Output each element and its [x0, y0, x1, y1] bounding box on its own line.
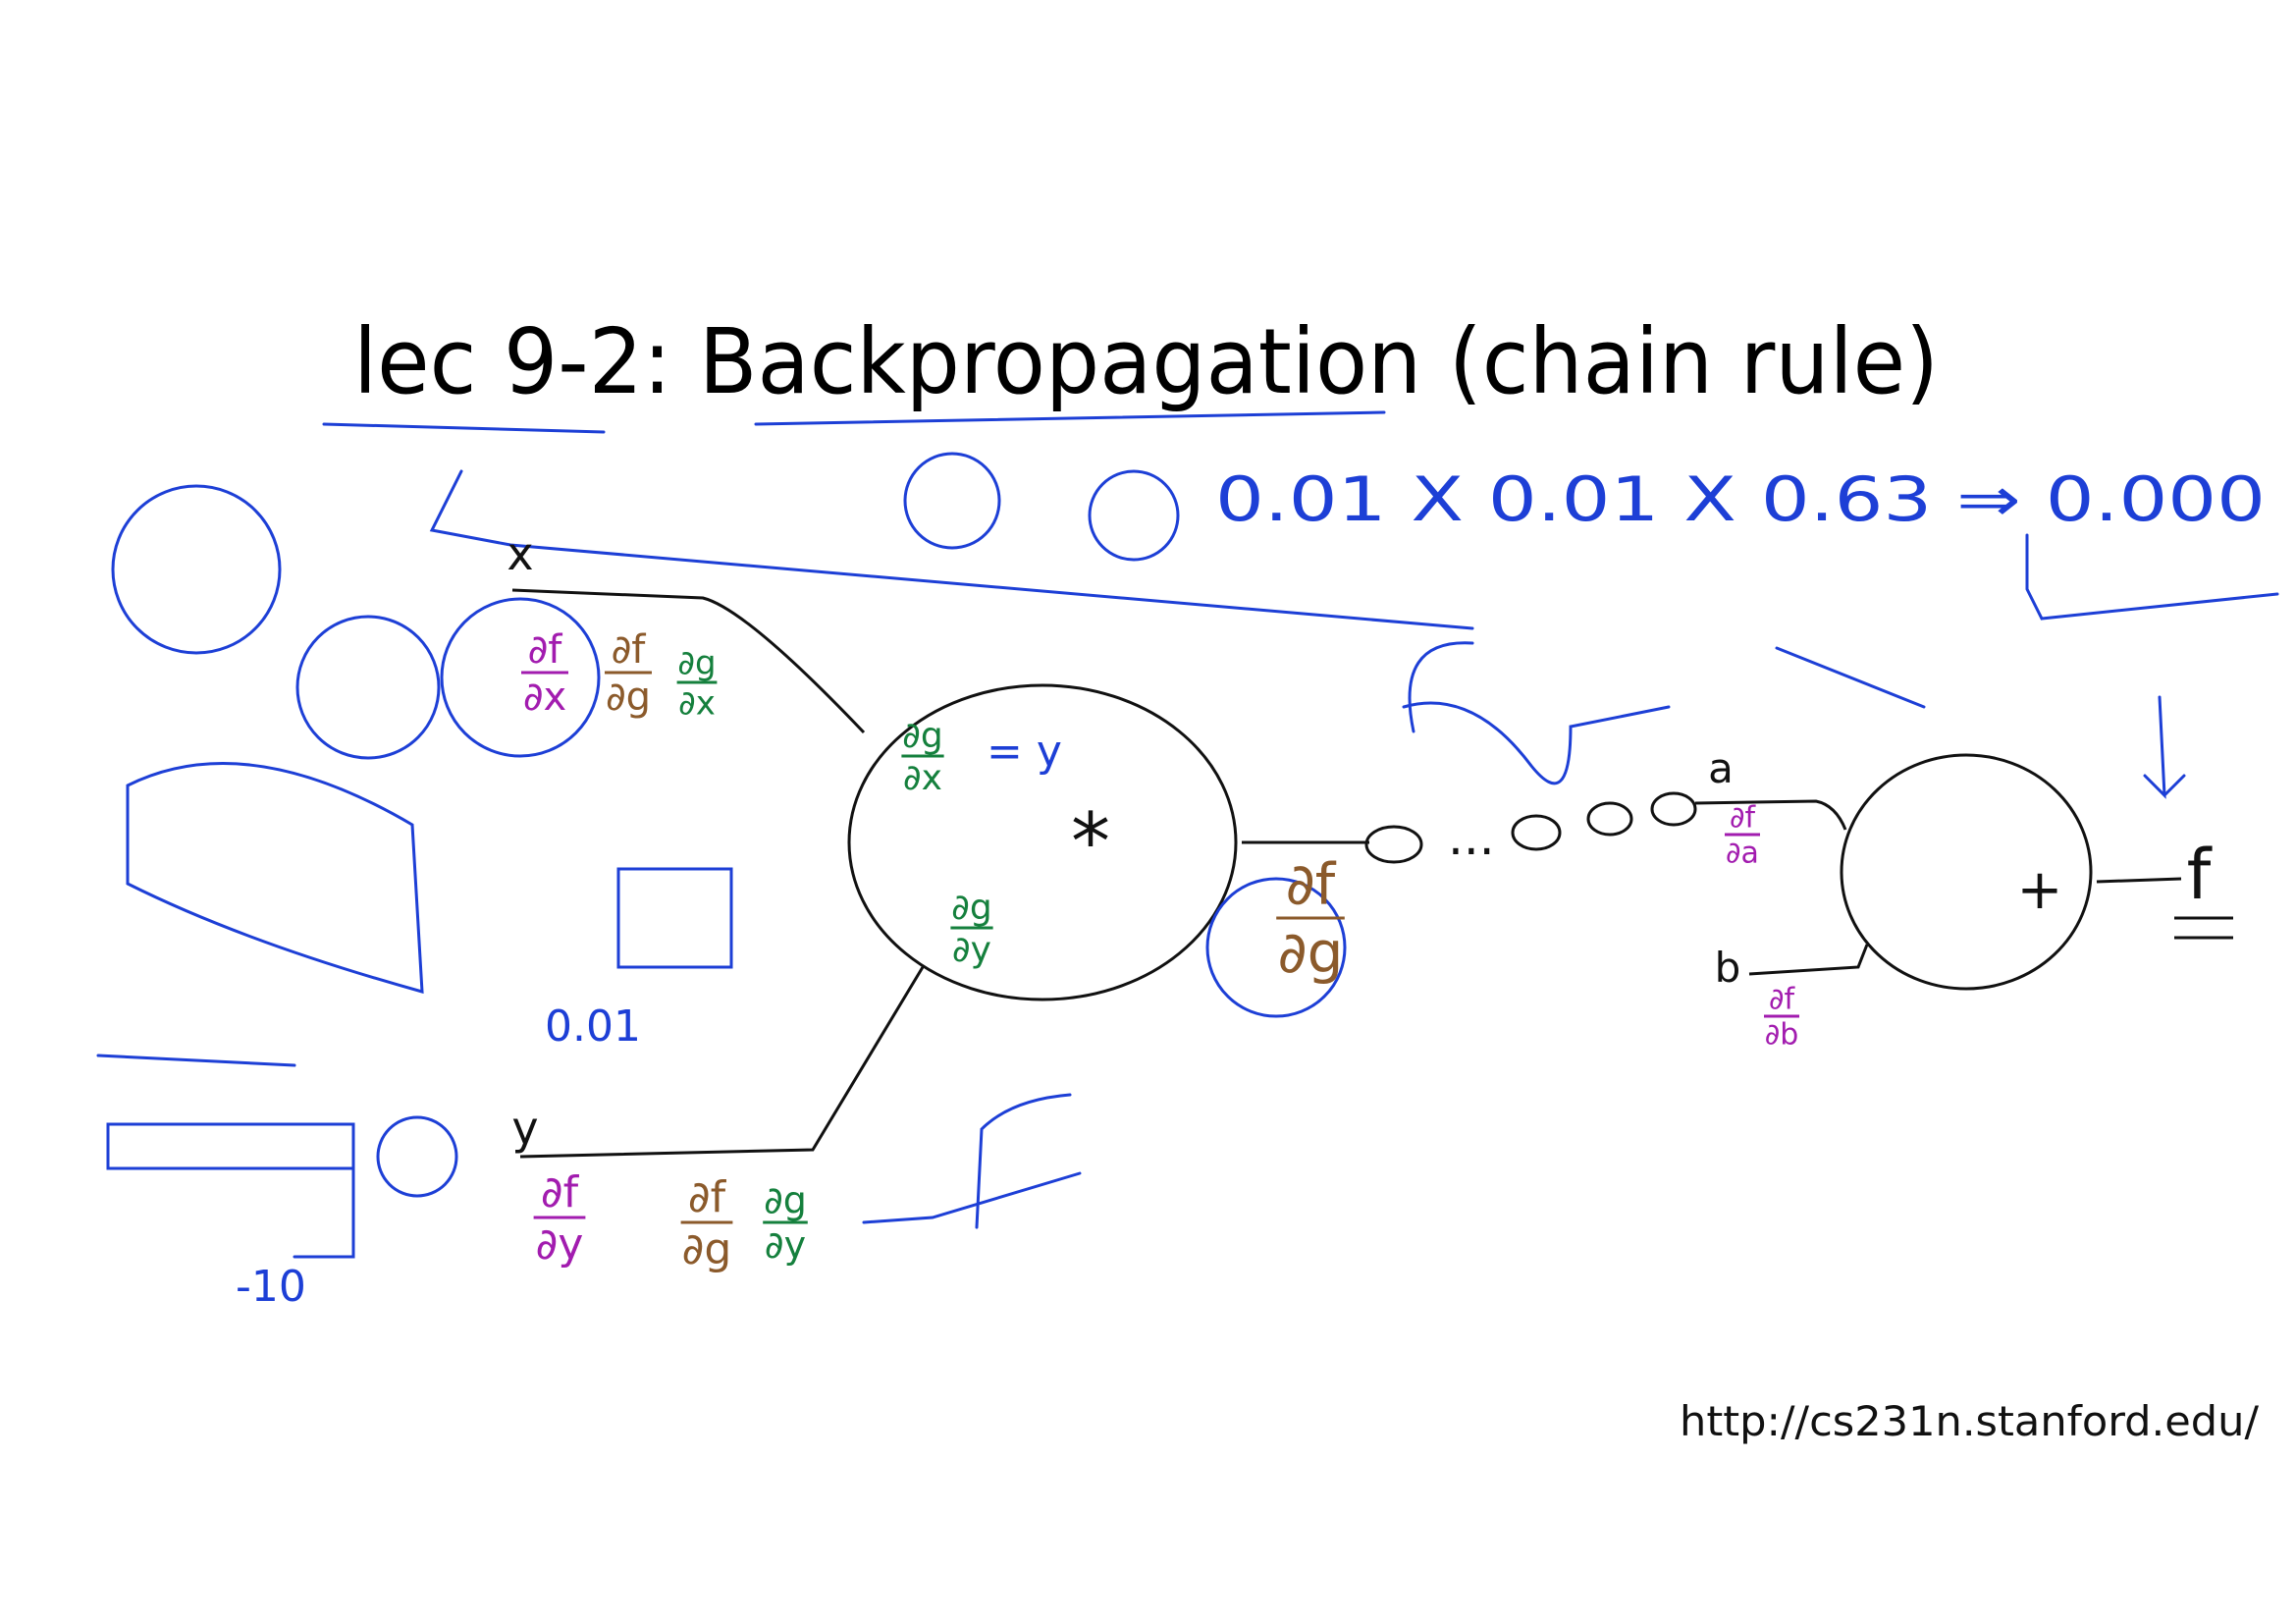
scribble-line [293, 1093, 1082, 1259]
slide-url: http://cs231n.stanford.edu/ [1680, 1397, 2260, 1445]
scribbles [96, 410, 2279, 1259]
output-label: f [2187, 835, 2213, 915]
scribble-box [126, 762, 424, 995]
fraction-numerator: ∂g [902, 716, 942, 756]
scribble-circle [903, 452, 1001, 550]
chain-node [1364, 825, 1423, 864]
input-label: y [511, 1102, 538, 1155]
add-gate [1840, 753, 2093, 991]
value-note: -10 [236, 1262, 306, 1312]
edge-x [511, 588, 866, 734]
fraction-numerator: ∂f [1769, 983, 1796, 1017]
scribble-circle [1205, 877, 1347, 1018]
underline [322, 410, 1386, 434]
gate-label: * [1071, 796, 1110, 888]
scribble-circle [295, 615, 441, 760]
chain-node [1650, 791, 1697, 827]
slide-title: lec 9-2: Backpropagation (chain rule) [353, 309, 1939, 414]
fraction-numerator: ∂f [1286, 851, 1337, 918]
graph [511, 588, 2233, 1159]
fraction-numerator: ∂g [677, 644, 716, 683]
fraction-numerator: ∂f [688, 1172, 727, 1222]
scribble-line [1402, 641, 1926, 785]
edge-y [519, 966, 925, 1159]
equation-note: = y [987, 727, 1062, 777]
scribble-line [2025, 533, 2279, 621]
scribble-circle [376, 1115, 458, 1198]
chain-node [1511, 814, 1562, 851]
fraction-denominator: ∂a [1726, 837, 1759, 871]
scribble-circle [440, 597, 601, 758]
scribble-line [429, 469, 1474, 630]
fraction-denominator: ∂x [678, 683, 716, 723]
scribble-circle [111, 484, 282, 655]
input-label: x [507, 527, 533, 580]
labels: x y * + a b f ... 0.01 X 0.01 X 0.63 ⇒ 0… [236, 463, 2266, 1312]
fraction-denominator: ∂x [523, 675, 566, 720]
product-note: 0.01 X 0.01 X 0.63 ⇒ 0.000 [1215, 463, 2266, 535]
fraction-denominator: ∂b [1765, 1018, 1799, 1053]
fraction-denominator: ∂x [903, 758, 942, 798]
fraction-denominator: ∂g [1278, 919, 1344, 986]
ellipsis: ... [1448, 809, 1495, 866]
fraction-numerator: ∂g [764, 1179, 807, 1222]
gate-label: + [2017, 858, 2063, 922]
fraction-numerator: ∂f [612, 627, 647, 673]
fraction-numerator: ∂f [541, 1167, 580, 1217]
fraction-denominator: ∂g [682, 1224, 732, 1274]
value-note: 0.01 [545, 1001, 641, 1052]
edge-f [2096, 877, 2182, 884]
input-label: a [1708, 744, 1734, 792]
fraction-numerator: ∂g [951, 888, 991, 928]
multiply-gate [847, 683, 1238, 1001]
fraction-denominator: ∂g [606, 675, 651, 720]
scribble-box [616, 867, 733, 969]
edge-a [1694, 799, 1847, 831]
fraction-numerator: ∂f [1730, 801, 1757, 836]
equals-mark [2174, 916, 2233, 940]
edge-b [1748, 944, 1869, 976]
fraction-denominator: ∂y [765, 1223, 806, 1267]
scribble-circle [1088, 469, 1180, 562]
input-label: b [1715, 944, 1741, 992]
fraction-numerator: ∂f [528, 627, 563, 673]
chain-node [1586, 801, 1633, 837]
arrow-down [2143, 695, 2186, 799]
fraction-denominator: ∂y [952, 930, 991, 970]
fraction-denominator: ∂y [536, 1219, 584, 1270]
